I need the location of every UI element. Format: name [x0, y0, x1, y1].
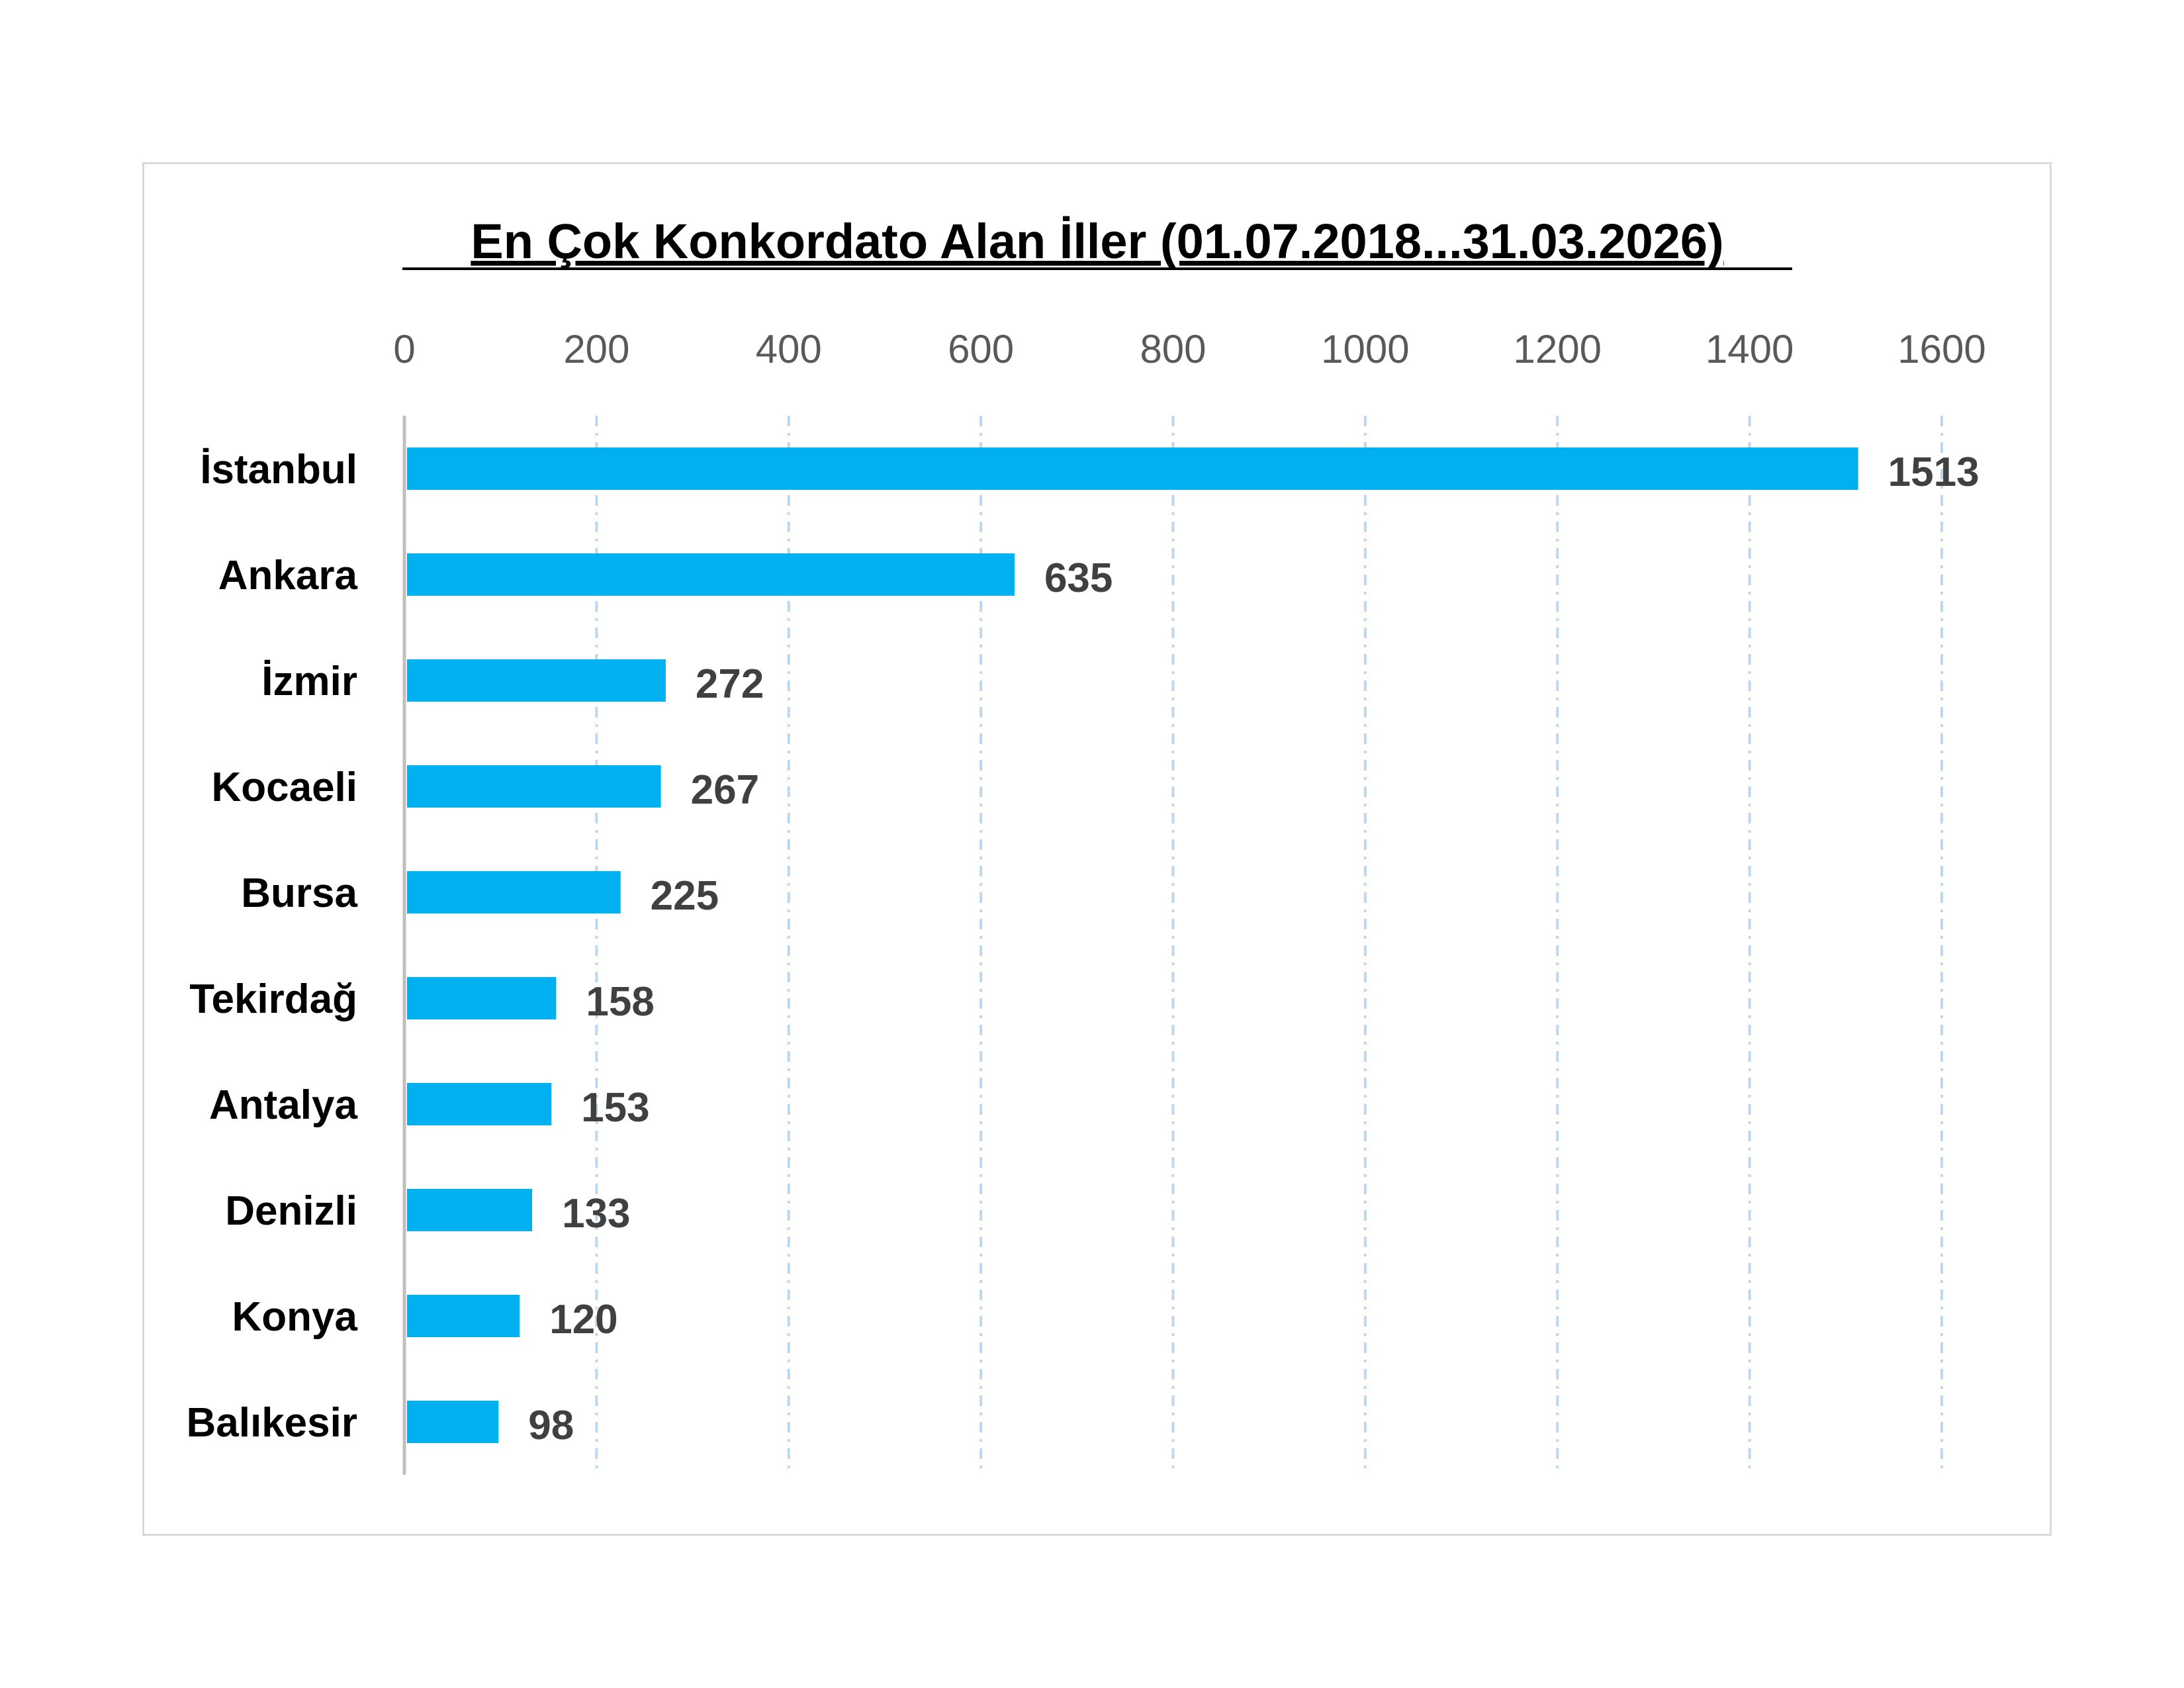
category-label-5: Bursa [241, 870, 357, 916]
value-label-4: 267 [691, 767, 759, 813]
value-label-6: 158 [586, 979, 654, 1025]
category-label-2: Ankara [218, 553, 358, 598]
x-tick-label-0: 0 [393, 327, 415, 371]
value-labels: 1513 635 272 267 225 158 153 133 120 98 [528, 449, 1979, 1448]
x-tick-label-200: 200 [563, 327, 629, 371]
bar-1 [407, 447, 1858, 490]
bar-8 [407, 1189, 533, 1231]
category-label-10: Balıkesir [186, 1400, 357, 1446]
bar-5 [407, 871, 621, 914]
x-tick-label-600: 600 [948, 327, 1014, 371]
bar-7 [407, 1083, 552, 1125]
bar-9 [407, 1295, 520, 1337]
category-label-1: İstanbul [200, 447, 357, 492]
value-label-3: 272 [696, 661, 764, 707]
x-tick-label-400: 400 [756, 327, 822, 371]
value-label-7: 153 [581, 1085, 649, 1131]
value-label-9: 120 [549, 1297, 617, 1342]
chart-title: En Çok Konkordato Alan İller (01.07.2018… [471, 214, 1723, 269]
bar-10 [407, 1401, 499, 1443]
category-label-3: İzmir [261, 659, 357, 704]
category-label-6: Tekirdağ [189, 976, 357, 1022]
value-label-1: 1513 [1888, 449, 1979, 495]
x-axis-ticks: 0 200 400 600 800 1000 1200 1400 1600 [393, 327, 1985, 371]
category-label-4: Kocaeli [211, 765, 357, 810]
value-label-2: 635 [1044, 555, 1113, 601]
category-label-8: Denizli [225, 1188, 357, 1234]
category-label-9: Konya [232, 1294, 358, 1340]
x-tick-label-1400: 1400 [1706, 327, 1794, 371]
category-labels: İstanbul Ankara İzmir Kocaeli Bursa Tekirdağ A… [186, 447, 357, 1446]
x-tick-label-1000: 1000 [1321, 327, 1409, 371]
x-tick-label-1200: 1200 [1514, 327, 1602, 371]
bar-2 [407, 553, 1015, 596]
category-label-7: Antalya [209, 1082, 357, 1128]
bar-6 [407, 977, 557, 1019]
value-label-8: 133 [562, 1191, 630, 1237]
bars [407, 447, 1858, 1443]
value-label-10: 98 [528, 1403, 574, 1448]
x-tick-label-800: 800 [1140, 327, 1206, 371]
value-label-5: 225 [651, 873, 719, 919]
x-tick-label-1600: 1600 [1897, 327, 1985, 371]
bar-3 [407, 659, 666, 702]
bar-4 [407, 765, 661, 808]
